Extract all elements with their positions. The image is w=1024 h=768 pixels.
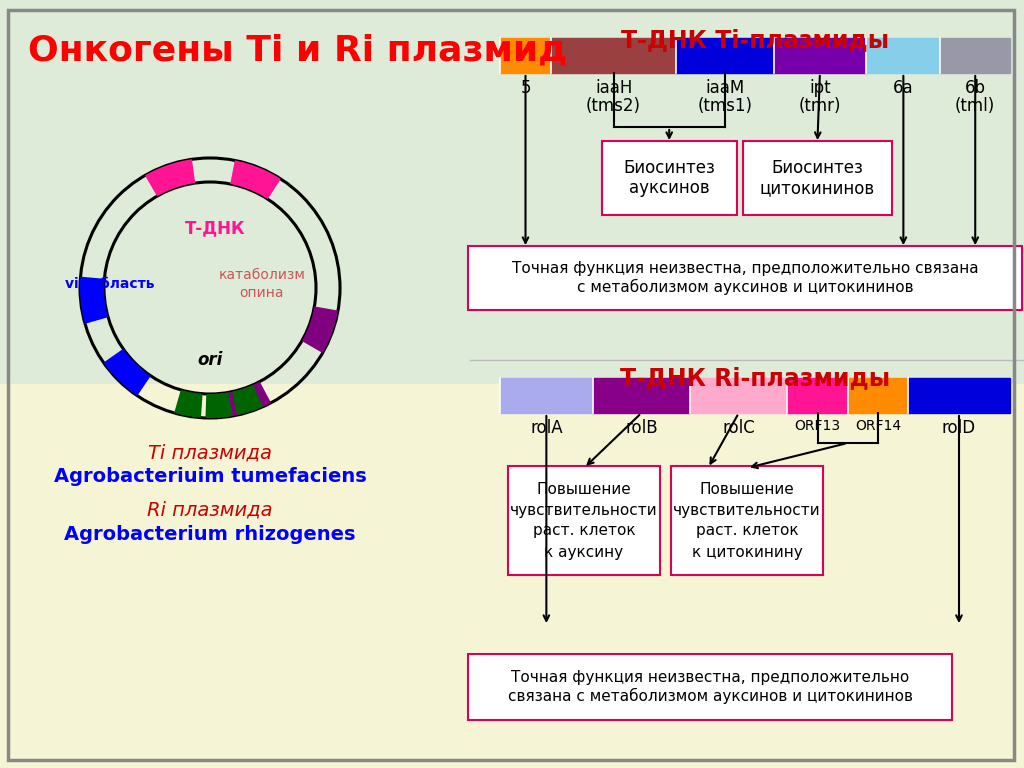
Polygon shape [214,382,271,418]
Text: катаболизм
опина: катаболизм опина [218,268,305,300]
Text: rolA: rolA [530,419,562,437]
Text: Онкогены Ti и Ri плазмид: Онкогены Ti и Ri плазмид [28,33,567,67]
Bar [848,378,908,413]
Text: (tmr): (tmr) [799,97,841,115]
Text: Т-ДНК Ti-плазмиды: Т-ДНК Ti-плазмиды [621,28,889,52]
Text: Биосинтез
ауксинов: Биосинтез ауксинов [624,159,715,197]
Text: ORF13: ORF13 [795,419,841,433]
Text: iaaH: iaaH [595,79,632,97]
Text: (tml): (tml) [955,97,995,115]
Polygon shape [145,159,196,196]
Polygon shape [174,390,203,418]
Bar [690,378,787,413]
Text: Т-ДНК: Т-ДНК [184,219,246,237]
FancyBboxPatch shape [601,141,737,215]
Bar [908,378,1010,413]
Bar [500,378,593,413]
Text: (tms2): (tms2) [586,97,641,115]
Polygon shape [80,276,109,324]
Bar [0,384,1024,768]
Text: vir область: vir область [66,277,155,291]
Bar [940,38,1010,73]
Polygon shape [206,392,232,418]
Bar [773,38,866,73]
Text: rolC: rolC [722,419,755,437]
FancyBboxPatch shape [468,654,952,720]
Text: Agrobacterium rhizogenes: Agrobacterium rhizogenes [65,525,355,544]
FancyBboxPatch shape [671,466,823,575]
Text: (tms1): (tms1) [697,97,753,115]
Text: Ri плазмида: Ri плазмида [147,501,272,519]
Polygon shape [103,349,151,396]
Text: Ti плазмида: Ti плазмида [148,443,272,462]
Text: 6a: 6a [893,79,913,97]
Text: Повышение
чувствительности
раст. клеток
к ауксину: Повышение чувствительности раст. клеток … [510,482,657,560]
Text: Точная функция неизвестна, предположительно связана
с метаболизмом ауксинов и ци: Точная функция неизвестна, предположител… [512,261,978,295]
Bar [866,38,940,73]
Bar [0,0,1024,384]
Bar [787,378,848,413]
Polygon shape [302,306,338,353]
Text: 5: 5 [520,79,530,97]
Text: rolD: rolD [942,419,976,437]
FancyBboxPatch shape [468,246,1022,310]
Bar [676,38,773,73]
Text: iaaM: iaaM [706,79,744,97]
Polygon shape [232,385,263,415]
Polygon shape [230,161,281,199]
Bar [593,378,690,413]
Text: Т-ДНК Ri-плазмиды: Т-ДНК Ri-плазмиды [620,366,890,390]
Text: Точная функция неизвестна, предположительно
связана с метаболизмом ауксинов и ци: Точная функция неизвестна, предположител… [508,670,912,704]
Text: ori: ori [198,351,222,369]
Text: Повышение
чувствительности
раст. клеток
к цитокинину: Повышение чувствительности раст. клеток … [673,482,821,560]
Text: rolB: rolB [625,419,657,437]
Bar [551,38,676,73]
Text: ipt: ipt [809,79,830,97]
Text: 6b: 6b [965,79,986,97]
Text: ORF14: ORF14 [855,419,901,433]
Text: Agrobacteriuim tumefaciens: Agrobacteriuim tumefaciens [53,466,367,485]
Text: Биосинтез
цитокининов: Биосинтез цитокининов [760,159,874,197]
Bar [500,38,551,73]
FancyBboxPatch shape [742,141,892,215]
FancyBboxPatch shape [508,466,660,575]
